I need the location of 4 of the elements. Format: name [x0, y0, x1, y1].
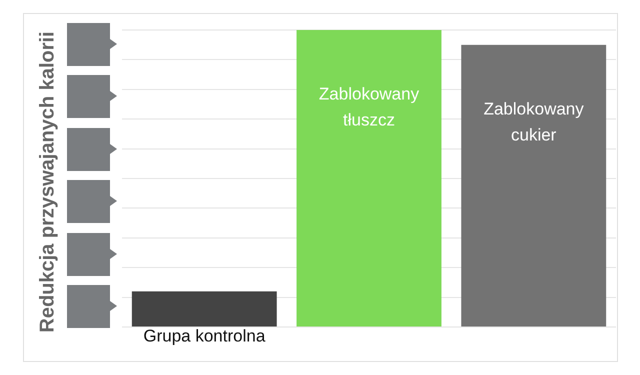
y-axis-title: Redukcja przyswajanych kalorii — [36, 31, 59, 333]
x-tick-label: Grupa kontrolna — [143, 326, 266, 346]
x-tick-label: Zablokowany cukier — [484, 100, 584, 145]
x-tick-label: Zablokowany tłuszcz — [318, 84, 420, 130]
